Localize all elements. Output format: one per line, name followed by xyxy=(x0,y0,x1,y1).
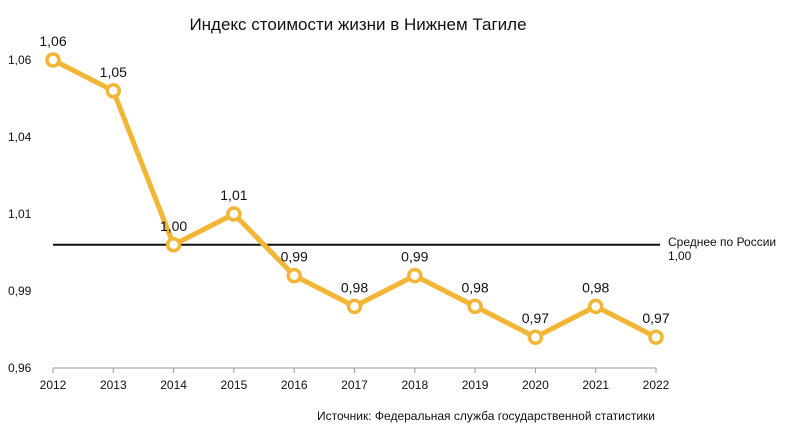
data-labels: 1,06 1,05 1,00 1,01 0,99 0,98 0,99 0,98 0,97 0,98… xyxy=(39,33,669,326)
x-tick-label: 2016 xyxy=(281,378,308,392)
x-axis: 2012 2013 2014 2015 2016 2017 2018 2019 2020 2021… xyxy=(40,367,670,392)
data-point xyxy=(346,298,363,315)
data-label: 0,98 xyxy=(461,279,488,295)
x-tick-label: 2019 xyxy=(462,378,489,392)
y-tick-label: 1,06 xyxy=(8,53,32,67)
reference-line-value: 1,00 xyxy=(668,249,692,263)
data-label: 0,97 xyxy=(642,310,669,326)
data-label: 1,00 xyxy=(160,218,187,234)
x-tick-label: 2017 xyxy=(341,378,368,392)
data-point xyxy=(165,237,182,253)
data-point xyxy=(407,267,423,284)
data-point xyxy=(467,298,483,315)
data-label: 0,97 xyxy=(522,310,549,326)
data-label: 1,01 xyxy=(220,187,247,203)
x-tick-label: 2012 xyxy=(40,378,67,392)
source-note: Источник: Федеральная служба государстве… xyxy=(317,409,655,423)
x-tick-label: 2021 xyxy=(582,378,609,392)
x-tick-label: 2015 xyxy=(221,378,248,392)
data-point xyxy=(286,267,302,284)
data-point xyxy=(226,206,242,222)
data-label: 0,98 xyxy=(582,279,609,295)
reference-line-label: Среднее по России xyxy=(668,235,776,249)
data-point xyxy=(105,83,122,99)
y-axis-ticks: 0,96 0,99 1,01 1,04 1,06 xyxy=(8,53,32,375)
data-label: 0,98 xyxy=(341,279,368,295)
data-point xyxy=(527,329,544,345)
data-label: 0,99 xyxy=(401,249,428,265)
x-tick-label: 2018 xyxy=(401,378,428,392)
x-tick-label: 2022 xyxy=(643,378,670,392)
series-group xyxy=(45,52,664,345)
y-tick-label: 0,99 xyxy=(8,284,32,298)
data-label: 1,06 xyxy=(39,33,66,49)
data-label: 1,05 xyxy=(100,64,127,80)
data-label: 0,99 xyxy=(281,249,308,265)
y-tick-label: 1,04 xyxy=(8,130,32,144)
data-point xyxy=(648,329,664,345)
series-line xyxy=(50,57,659,340)
data-point xyxy=(587,298,604,315)
x-tick-label: 2013 xyxy=(100,378,127,392)
x-tick-label: 2020 xyxy=(522,378,549,392)
y-tick-label: 0,96 xyxy=(8,361,32,375)
x-tick-label: 2014 xyxy=(160,378,187,392)
data-point xyxy=(45,52,61,68)
y-tick-label: 1,01 xyxy=(8,207,32,221)
chart-title: Индекс стоимости жизни в Нижнем Тагиле xyxy=(189,15,526,34)
